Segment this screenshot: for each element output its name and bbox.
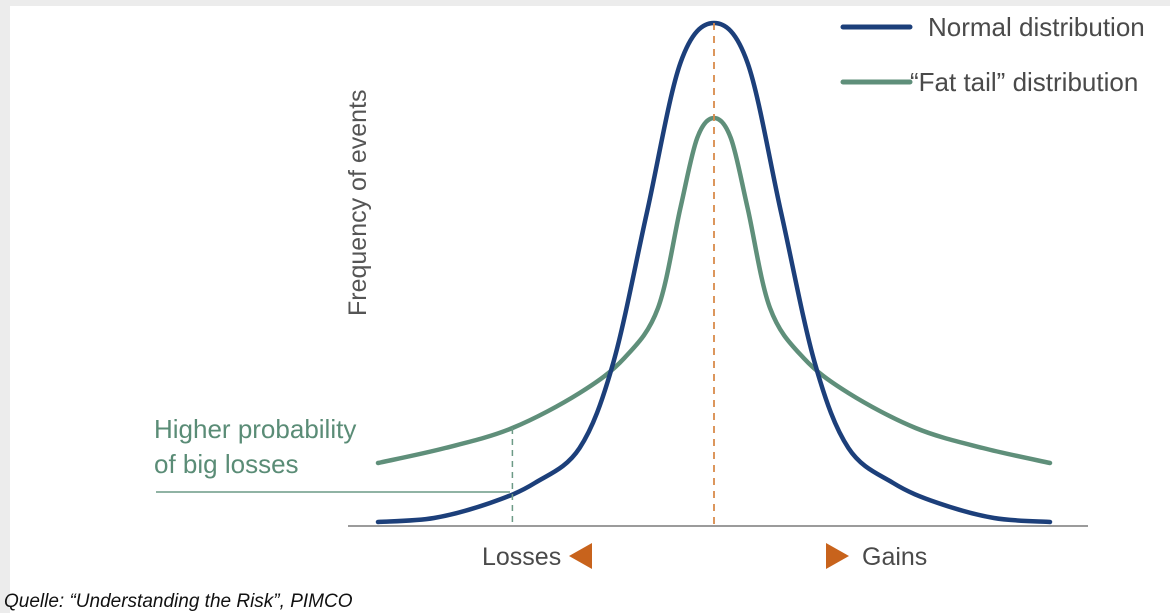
legend-label-fat-tail: “Fat tail” distribution [910,67,1138,97]
legend-label-normal: Normal distribution [928,12,1145,42]
losses-arrow-icon [569,543,592,569]
annotation-line-2: of big losses [154,449,299,479]
x-label-losses: Losses [482,543,561,571]
y-axis-label: Frequency of events [344,89,372,316]
distribution-chart: Frequency of events Higher probability o… [154,12,1145,571]
x-label-gains: Gains [862,543,927,571]
source-caption: Quelle: “Understanding the Risk”, PIMCO [4,591,353,612]
chart-panel: Frequency of events Higher probability o… [10,6,1170,613]
annotation-line-1: Higher probability [154,414,356,444]
legend: Normal distribution “Fat tail” distribut… [840,12,1145,97]
gains-arrow-icon [826,543,849,569]
